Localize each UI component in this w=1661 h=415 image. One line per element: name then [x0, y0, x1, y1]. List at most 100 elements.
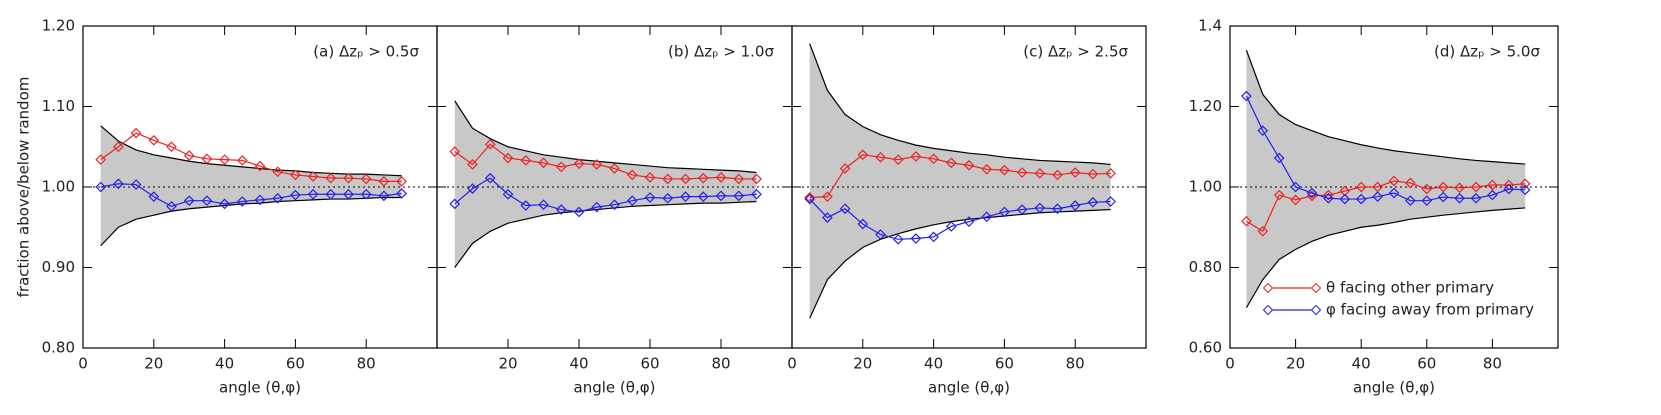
- point: [1388, 175, 1400, 187]
- y-tick-label: 0.80: [1189, 258, 1222, 276]
- point: [928, 231, 939, 243]
- point: [467, 183, 478, 194]
- point: [290, 189, 301, 201]
- point: [999, 164, 1010, 176]
- x-tick-label: 60: [286, 355, 305, 373]
- point: [644, 171, 656, 183]
- point: [236, 196, 248, 207]
- x-tick-label: 20: [498, 355, 517, 373]
- point: [396, 176, 407, 187]
- envelope-edge: [809, 43, 1111, 166]
- y-tick-label: 1.4: [1198, 17, 1222, 35]
- point: [626, 195, 638, 207]
- point: [555, 204, 567, 215]
- x-tick-label: 40: [924, 355, 943, 373]
- y-tick-label: 0.80: [42, 339, 75, 357]
- point: [981, 211, 993, 223]
- point: [254, 194, 266, 206]
- envelope-edge: [809, 208, 1111, 319]
- point: [875, 229, 886, 240]
- series-line: [1245, 95, 1526, 202]
- panel-title: (a) Δzₚ > 0.5σ: [313, 43, 419, 61]
- point: [1421, 195, 1433, 207]
- point: [1454, 182, 1465, 194]
- point: [290, 169, 301, 181]
- legend-marker: [1310, 304, 1322, 316]
- point: [538, 157, 549, 169]
- x-tick-label: 20: [853, 355, 872, 373]
- point: [520, 200, 532, 211]
- y-tick-label: 0.90: [42, 258, 75, 276]
- point: [1421, 183, 1433, 195]
- point: [307, 188, 319, 200]
- point: [1306, 187, 1318, 199]
- point: [857, 149, 869, 161]
- x-tick-label: 60: [640, 355, 659, 373]
- point: [1437, 191, 1449, 203]
- point: [148, 191, 160, 203]
- panel-title: (d) Δzₚ > 5.0σ: [1434, 43, 1541, 61]
- x-tick-label: 40: [569, 355, 588, 373]
- point: [1290, 181, 1301, 193]
- envelope-edge: [454, 200, 757, 268]
- point: [1405, 177, 1416, 189]
- point: [1437, 181, 1449, 193]
- point: [272, 192, 284, 204]
- point: [1290, 194, 1301, 206]
- point: [1470, 192, 1482, 204]
- legend-label: φ facing away from primary: [1326, 301, 1534, 319]
- point: [822, 191, 833, 203]
- point: [219, 198, 230, 210]
- point: [113, 178, 124, 190]
- x-axis-label: angle (θ,φ): [928, 379, 1010, 397]
- series-line: [1246, 180, 1526, 233]
- point: [928, 153, 939, 165]
- x-tick-label: 80: [1483, 355, 1502, 373]
- point: [1105, 196, 1116, 207]
- envelope: [454, 100, 757, 268]
- point: [857, 218, 869, 230]
- point: [378, 190, 390, 202]
- point: [892, 154, 904, 165]
- point: [573, 206, 585, 218]
- point: [644, 192, 656, 203]
- y-axis-label: fraction above/below random: [15, 77, 33, 298]
- point: [1273, 189, 1285, 201]
- point: [130, 179, 142, 190]
- envelope-edge: [1245, 49, 1526, 165]
- x-tick-label: 40: [1352, 355, 1371, 373]
- x-tick-label: 0: [787, 355, 797, 373]
- point: [166, 200, 177, 212]
- point: [1339, 185, 1351, 197]
- envelope-edge: [1245, 207, 1526, 309]
- x-tick-label: 20: [144, 355, 163, 373]
- point: [1105, 167, 1116, 179]
- point: [1355, 181, 1367, 193]
- point: [307, 171, 319, 182]
- point: [1323, 189, 1334, 201]
- y-tick-label: 1.00: [1189, 178, 1222, 196]
- x-tick-label: 20: [1286, 355, 1305, 373]
- point: [1069, 167, 1081, 178]
- point: [1087, 168, 1099, 180]
- point: [343, 188, 354, 200]
- x-axis-label: angle (θ,φ): [574, 379, 656, 397]
- point: [1241, 215, 1252, 227]
- x-tick-label: 60: [995, 355, 1014, 373]
- point: [910, 233, 922, 244]
- point: [449, 198, 461, 210]
- y-tick-label: 1.20: [1189, 97, 1222, 115]
- point: [999, 206, 1010, 218]
- point: [875, 151, 886, 163]
- series-line: [809, 198, 1111, 240]
- point: [183, 195, 195, 207]
- point: [715, 190, 727, 202]
- envelope: [100, 125, 402, 246]
- envelope-edge: [454, 100, 757, 174]
- point: [130, 127, 142, 139]
- point: [910, 151, 922, 162]
- legend-marker: [1262, 304, 1274, 316]
- point: [502, 188, 514, 200]
- point: [325, 188, 337, 200]
- point: [254, 160, 266, 172]
